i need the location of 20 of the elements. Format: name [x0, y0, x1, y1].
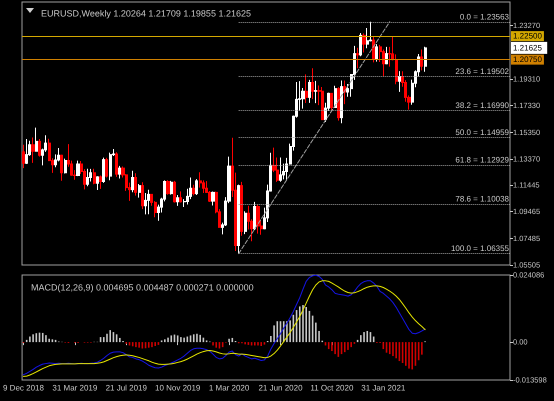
annotation: 1.21625: [513, 43, 542, 52]
x-tick-label: 31 Jan 2021: [361, 384, 406, 392]
x-tick-label: 9 Dec 2018: [3, 384, 44, 392]
text: EURUSD,Weekly 1.20264 1.21709 1.19855 1.21625: [41, 8, 251, 18]
x-tick-label: 11 Oct 2020: [310, 384, 354, 392]
ref-line-label: 0.0 = 1.23563: [460, 12, 510, 22]
ref-line-label: 78.6 = 1.10038: [455, 194, 510, 204]
ref-line-label: 23.6 = 1.19502: [455, 66, 510, 76]
text: MACD(12,26,9) 0.004695 0.004487 0.000271 0.000000: [31, 282, 254, 292]
ref-line-label: 38.2 = 1.16990: [455, 100, 510, 110]
ref-line-label: 1.22500: [513, 32, 542, 41]
x-tick-label: 10 Nov 2019: [154, 384, 201, 392]
ref-line-label: 100.0 = 1.06355: [450, 244, 510, 254]
x-tick-label: 1 Mar 2020: [208, 384, 250, 392]
x-tick-label: 31 Mar 2019: [52, 384, 98, 392]
ref-line-label: 1.20750: [513, 55, 542, 64]
ref-line-label: 50.0 = 1.14959: [455, 128, 510, 138]
ref-line-label: 61.8 = 1.12929: [455, 156, 510, 164]
x-tick-label: 21 Jun 2020: [258, 384, 304, 392]
x-tick-label: 21 Jul 2019: [106, 384, 148, 392]
